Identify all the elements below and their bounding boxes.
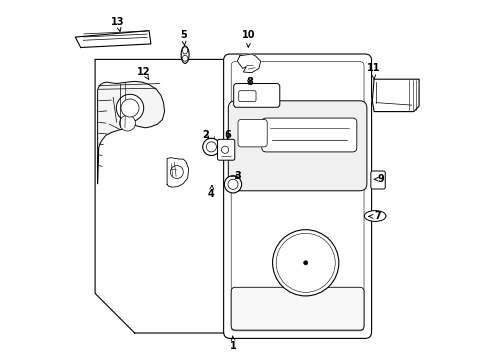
Circle shape bbox=[116, 94, 143, 122]
Circle shape bbox=[276, 233, 335, 292]
FancyBboxPatch shape bbox=[261, 118, 356, 152]
Circle shape bbox=[303, 261, 307, 265]
FancyBboxPatch shape bbox=[217, 139, 234, 160]
Text: 3: 3 bbox=[233, 171, 240, 181]
Ellipse shape bbox=[182, 47, 187, 54]
Text: 8: 8 bbox=[246, 77, 253, 87]
FancyBboxPatch shape bbox=[223, 54, 371, 338]
FancyBboxPatch shape bbox=[233, 84, 279, 107]
FancyBboxPatch shape bbox=[238, 91, 256, 102]
Text: 9: 9 bbox=[373, 174, 383, 184]
FancyBboxPatch shape bbox=[370, 171, 385, 189]
Ellipse shape bbox=[364, 211, 385, 221]
Text: 4: 4 bbox=[207, 185, 214, 199]
Circle shape bbox=[121, 99, 139, 117]
Text: 7: 7 bbox=[368, 211, 380, 221]
Polygon shape bbox=[98, 81, 164, 184]
Ellipse shape bbox=[181, 46, 189, 63]
Circle shape bbox=[120, 115, 135, 131]
Circle shape bbox=[221, 146, 228, 153]
Circle shape bbox=[224, 176, 241, 193]
Text: 6: 6 bbox=[224, 130, 231, 140]
Circle shape bbox=[203, 138, 220, 156]
Text: 13: 13 bbox=[111, 17, 124, 31]
FancyBboxPatch shape bbox=[231, 287, 363, 330]
Circle shape bbox=[227, 179, 238, 189]
Circle shape bbox=[206, 142, 216, 152]
Text: 1: 1 bbox=[230, 336, 237, 351]
Polygon shape bbox=[167, 158, 188, 187]
Circle shape bbox=[272, 230, 338, 296]
Text: 5: 5 bbox=[180, 30, 186, 46]
Polygon shape bbox=[75, 31, 151, 48]
Text: 12: 12 bbox=[137, 67, 150, 80]
FancyBboxPatch shape bbox=[238, 120, 266, 147]
Text: 2: 2 bbox=[202, 130, 209, 140]
Polygon shape bbox=[237, 54, 260, 73]
Polygon shape bbox=[371, 79, 418, 112]
FancyBboxPatch shape bbox=[228, 101, 366, 191]
Text: 10: 10 bbox=[242, 30, 255, 47]
Polygon shape bbox=[95, 59, 366, 333]
Ellipse shape bbox=[182, 55, 187, 61]
Circle shape bbox=[170, 166, 183, 179]
Text: 11: 11 bbox=[366, 63, 379, 79]
